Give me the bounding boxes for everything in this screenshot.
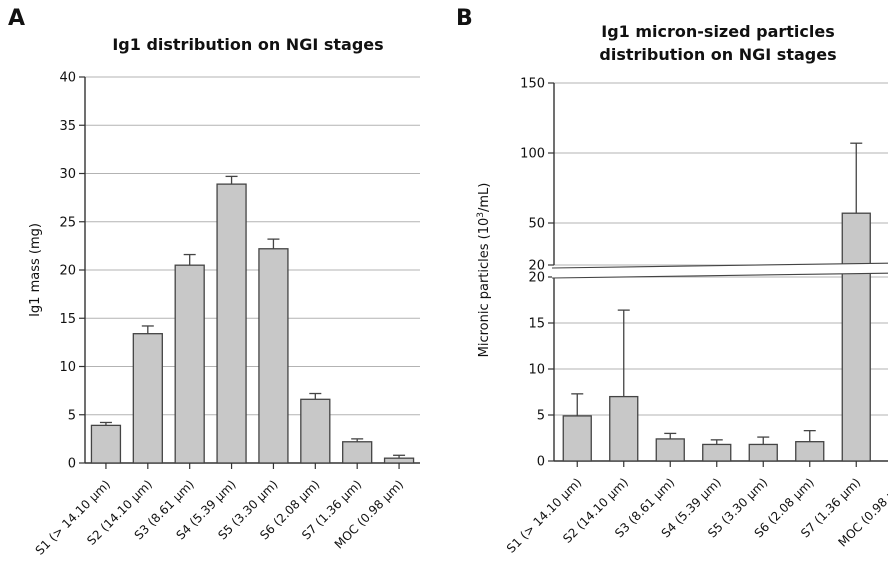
bar — [702, 443, 732, 462]
chart-b-ylabel: Micronic particles (103/mL) — [476, 183, 492, 358]
y-tick-label: 100 — [520, 147, 545, 162]
bar — [748, 443, 778, 462]
chart-a-ylabel: Ig1 mass (mg) — [28, 223, 43, 317]
y-tick-label: 15 — [59, 312, 76, 327]
bar — [90, 424, 122, 464]
y-tick-label: 10 — [528, 363, 545, 378]
bar — [342, 441, 373, 464]
y-tick-label: 20 — [528, 259, 545, 274]
bar — [841, 212, 871, 462]
y-tick-label: 35 — [59, 119, 76, 134]
chart-b-title-line2: distribution on NGI stages — [599, 45, 836, 64]
y-tick-label: 40 — [59, 71, 76, 86]
y-tick-label: 10 — [59, 360, 76, 375]
y-tick-label: 50 — [528, 217, 545, 232]
y-tick-label: 20 — [59, 264, 76, 279]
y-tick-label: 0 — [68, 457, 76, 472]
bar — [174, 264, 205, 464]
y-tick-label: 5 — [68, 408, 76, 423]
axis-break-line — [551, 272, 888, 279]
panel-a-letter: A — [8, 6, 25, 31]
y-tick-label: 150 — [520, 77, 545, 92]
y-tick-label: 0 — [537, 455, 545, 470]
x-tick-label: S1 (> 14.10 µm) — [33, 477, 113, 557]
axis-break-line — [551, 262, 888, 269]
bar — [562, 415, 592, 462]
y-tick-label: 25 — [59, 215, 76, 230]
y-tick-label: 5 — [537, 409, 545, 424]
chart-b-title-line1: Ig1 micron-sized particles — [601, 22, 834, 41]
bar — [655, 438, 685, 462]
bar — [216, 183, 247, 464]
chart-a-title: Ig1 distribution on NGI stages — [112, 35, 383, 54]
panel-b-letter: B — [456, 6, 473, 31]
bar — [300, 398, 331, 464]
y-tick-label: 30 — [59, 167, 76, 182]
bar — [132, 333, 163, 464]
bar — [609, 395, 639, 462]
y-tick-label: 15 — [528, 317, 545, 332]
bar — [258, 248, 289, 464]
bar — [383, 457, 415, 464]
bar — [795, 441, 825, 462]
y-tick-label: 20 — [528, 271, 545, 286]
